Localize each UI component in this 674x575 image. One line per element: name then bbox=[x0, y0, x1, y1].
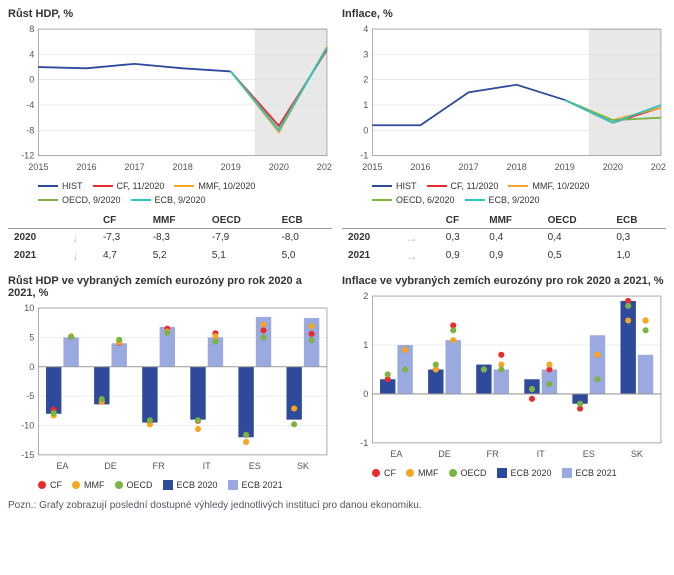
infl-line-title: Inflace, % bbox=[342, 8, 666, 20]
svg-text:0: 0 bbox=[29, 362, 34, 372]
svg-text:FR: FR bbox=[153, 461, 166, 471]
legend-item-oecd: OECD bbox=[115, 480, 153, 490]
legend-item-hist: HIST bbox=[38, 181, 83, 191]
svg-text:0: 0 bbox=[363, 389, 368, 399]
svg-text:8: 8 bbox=[29, 24, 34, 34]
svg-text:1: 1 bbox=[363, 340, 368, 350]
svg-text:2021: 2021 bbox=[651, 162, 666, 172]
svg-text:1: 1 bbox=[363, 100, 368, 110]
svg-text:2018: 2018 bbox=[173, 162, 193, 172]
legend-item-oecd: OECD, 9/2020 bbox=[38, 195, 121, 205]
svg-text:0: 0 bbox=[29, 75, 34, 85]
legend-item-cf: CF, 11/2020 bbox=[93, 181, 165, 191]
svg-text:2016: 2016 bbox=[76, 162, 96, 172]
legend-item-hist: HIST bbox=[372, 181, 417, 191]
svg-text:10: 10 bbox=[24, 303, 34, 313]
infl-bar-title: Inflace ve vybraných zemích eurozóny pro… bbox=[342, 275, 666, 287]
svg-text:4: 4 bbox=[363, 24, 368, 34]
infl-bar-legend: CF MMF OECD ECB 2020 ECB 2021 bbox=[342, 468, 666, 478]
legend-item-mmf: MMF, 10/2020 bbox=[508, 181, 589, 191]
legend-item-mmf: MMF, 10/2020 bbox=[174, 181, 255, 191]
svg-text:EA: EA bbox=[56, 461, 69, 471]
svg-text:-4: -4 bbox=[26, 100, 34, 110]
svg-text:4: 4 bbox=[29, 49, 34, 59]
svg-text:2019: 2019 bbox=[221, 162, 241, 172]
gdp-line-title: Růst HDP, % bbox=[8, 8, 332, 20]
legend-item-cf: CF, 11/2020 bbox=[427, 181, 499, 191]
svg-text:IT: IT bbox=[537, 449, 546, 459]
gdp-bar-legend: CF MMF OECD ECB 2020 ECB 2021 bbox=[8, 480, 332, 490]
infl-forecast-table: CFMMFOECDECB2020→0,30,40,40,32021→0,90,9… bbox=[342, 213, 666, 265]
legend-item-cf: CF bbox=[38, 480, 62, 490]
svg-text:-1: -1 bbox=[360, 151, 368, 161]
legend-item-ecb2021: ECB 2021 bbox=[228, 480, 283, 490]
svg-text:SK: SK bbox=[297, 461, 309, 471]
svg-text:2019: 2019 bbox=[555, 162, 575, 172]
legend-item-oecd: OECD bbox=[449, 468, 487, 478]
svg-text:0: 0 bbox=[363, 125, 368, 135]
legend-item-ecb2021: ECB 2021 bbox=[562, 468, 617, 478]
footnote-text: Pozn.: Grafy zobrazují poslední dostupné… bbox=[8, 500, 666, 511]
svg-text:2015: 2015 bbox=[362, 162, 382, 172]
svg-text:3: 3 bbox=[363, 49, 368, 59]
infl-bar-chart: -1 0 1 2 EA DE FR IT ES SK bbox=[342, 291, 666, 463]
svg-text:IT: IT bbox=[203, 461, 212, 471]
svg-text:-15: -15 bbox=[21, 450, 34, 460]
svg-text:ES: ES bbox=[583, 449, 595, 459]
svg-text:-5: -5 bbox=[26, 391, 34, 401]
svg-text:-12: -12 bbox=[21, 151, 34, 161]
svg-text:-1: -1 bbox=[360, 438, 368, 448]
legend-item-oecd: OECD, 6/2020 bbox=[372, 195, 455, 205]
svg-text:2: 2 bbox=[363, 75, 368, 85]
gdp-line-chart: -12 -8 -4 0 4 8 2015 2016 2017 2018 2019 2020 2021 bbox=[8, 24, 332, 176]
infl-line-chart: -1 0 1 2 3 4 2015 2016 2017 2018 2019 2020 2021 bbox=[342, 24, 666, 176]
legend-item-cf: CF bbox=[372, 468, 396, 478]
svg-text:SK: SK bbox=[631, 449, 643, 459]
legend-item-ecb2020: ECB 2020 bbox=[497, 468, 552, 478]
svg-text:-10: -10 bbox=[21, 420, 34, 430]
svg-text:2021: 2021 bbox=[317, 162, 332, 172]
gdp-bar-title: Růst HDP ve vybraných zemích eurozóny pr… bbox=[8, 275, 332, 299]
gdp-bar-chart: -15 -10 -5 0 5 10 EA DE FR IT ES SK bbox=[8, 303, 332, 475]
svg-text:DE: DE bbox=[438, 449, 451, 459]
gdp-forecast-table: CFMMFOECDECB2020↓-7,3-8,3-7,9-8,02021↓4,… bbox=[8, 213, 332, 265]
gdp-line-legend: HIST CF, 11/2020 MMF, 10/2020 OECD, 9/2020 E… bbox=[8, 181, 332, 205]
svg-text:2017: 2017 bbox=[124, 162, 144, 172]
svg-text:2016: 2016 bbox=[410, 162, 430, 172]
svg-text:2020: 2020 bbox=[603, 162, 623, 172]
legend-item-mmf: MMF bbox=[72, 480, 105, 490]
svg-text:2020: 2020 bbox=[269, 162, 289, 172]
legend-item-mmf: MMF bbox=[406, 468, 439, 478]
svg-text:-8: -8 bbox=[26, 125, 34, 135]
svg-text:2018: 2018 bbox=[507, 162, 527, 172]
svg-text:ES: ES bbox=[249, 461, 261, 471]
svg-text:5: 5 bbox=[29, 332, 34, 342]
legend-item-ecb2020: ECB 2020 bbox=[163, 480, 218, 490]
svg-text:FR: FR bbox=[487, 449, 500, 459]
legend-item-ecb: ECB, 9/2020 bbox=[131, 195, 206, 205]
legend-item-ecb: ECB, 9/2020 bbox=[465, 195, 540, 205]
infl-line-legend: HIST CF, 11/2020 MMF, 10/2020 OECD, 6/2020 E… bbox=[342, 181, 666, 205]
svg-text:2: 2 bbox=[363, 291, 368, 301]
svg-text:DE: DE bbox=[104, 461, 117, 471]
svg-text:2017: 2017 bbox=[458, 162, 478, 172]
svg-text:EA: EA bbox=[390, 449, 403, 459]
svg-text:2015: 2015 bbox=[28, 162, 48, 172]
